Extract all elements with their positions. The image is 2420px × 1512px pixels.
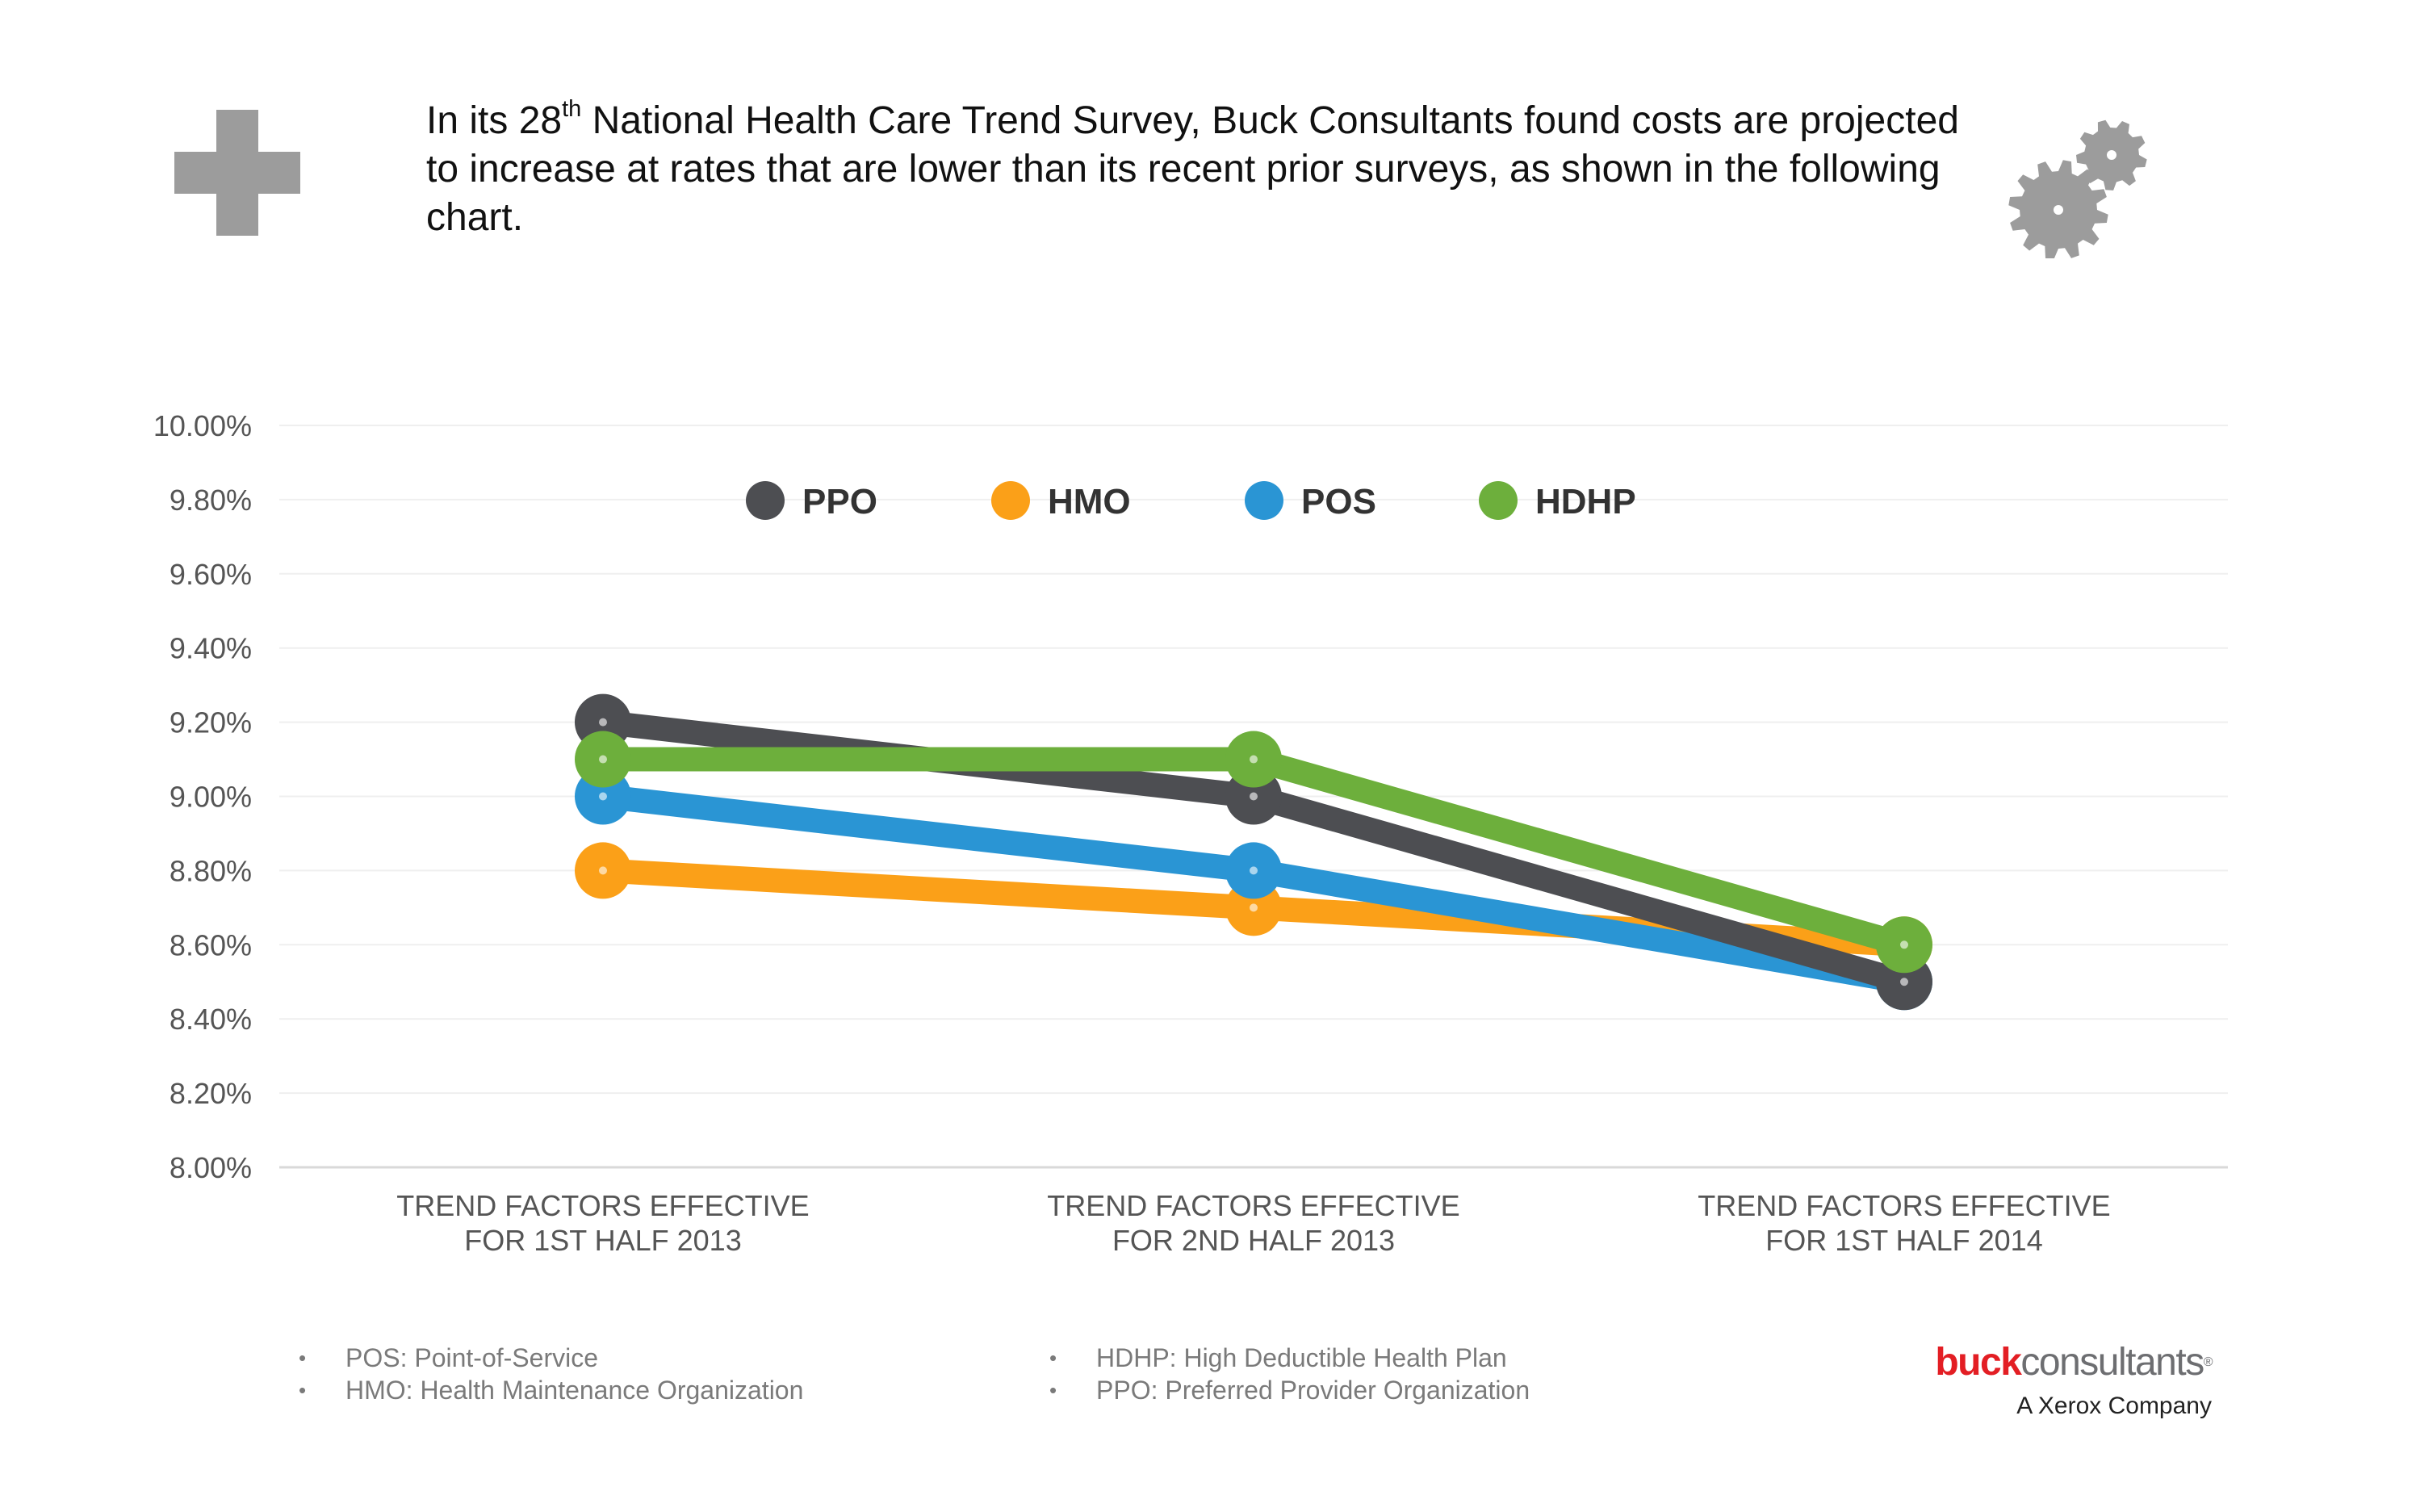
logo-tagline: A Xerox Company	[2016, 1393, 2212, 1419]
logo-trademark: ®	[2203, 1355, 2213, 1369]
intro-prefix: In its 28	[426, 99, 563, 142]
data-point-center	[599, 866, 607, 875]
intro-superscript: th	[562, 96, 582, 122]
logo-wordmark: buckconsultants®	[1921, 1340, 2213, 1385]
data-point-center	[1250, 903, 1258, 912]
y-tick-label: 8.80%	[170, 854, 252, 887]
series-hdhp	[575, 731, 1932, 974]
small-gear-icon	[2076, 119, 2147, 191]
y-tick-label: 8.20%	[170, 1077, 252, 1110]
data-point-center	[1250, 792, 1258, 801]
data-point-center	[1900, 978, 1908, 986]
y-tick-label: 10.00%	[153, 409, 252, 442]
x-tick-label: FOR 1ST HALF 2013	[464, 1224, 741, 1257]
grid-lines	[279, 425, 2228, 1169]
gears-icon	[2008, 119, 2147, 258]
y-tick-label: 9.00%	[170, 781, 252, 814]
note-item: HDHP: High Deductible Health Plan	[1049, 1342, 1530, 1374]
y-axis-ticks: 8.00% 8.20% 8.40% 8.60% 8.80% 9.00% 9.20% 9.40%…	[153, 409, 252, 1184]
intro-rest: National Health Care Trend Survey, Buck …	[426, 99, 1959, 239]
x-tick-label: TREND FACTORS EFFECTIVE	[1047, 1189, 1459, 1222]
data-point-center	[599, 755, 607, 764]
note-item: PPO: Preferred Provider Organization	[1049, 1374, 1530, 1406]
y-tick-label: 8.60%	[170, 928, 252, 961]
y-tick-label: 9.20%	[170, 706, 252, 739]
logo-consultants: consultants	[2020, 1341, 2204, 1384]
data-point-center	[1250, 755, 1258, 764]
legend-label: HDHP	[1535, 482, 1636, 521]
gear-hole	[2054, 205, 2063, 215]
series-lines	[575, 693, 1932, 1011]
y-tick-label: 9.60%	[170, 558, 252, 591]
legend-marker	[746, 481, 785, 520]
abbreviation-notes-right: HDHP: High Deductible Health Plan PPO: P…	[1049, 1342, 1530, 1406]
x-tick-label: TREND FACTORS EFFECTIVE	[396, 1189, 809, 1222]
gear-hole	[2107, 150, 2116, 160]
note-item: HMO: Health Maintenance Organization	[299, 1374, 803, 1406]
note-item: POS: Point-of-Service	[299, 1342, 803, 1374]
legend-marker	[1479, 481, 1518, 520]
y-tick-label: 8.40%	[170, 1003, 252, 1036]
medical-cross-icon	[174, 110, 300, 236]
cross-horizontal-bar	[174, 152, 300, 194]
legend-item-hmo: HMO	[991, 481, 1131, 521]
legend-item-hdhp: HDHP	[1479, 481, 1636, 521]
legend-label: HMO	[1048, 482, 1131, 521]
data-point-center	[1250, 866, 1258, 875]
abbreviation-notes-left: POS: Point-of-Service HMO: Health Mainte…	[299, 1342, 803, 1406]
data-point-center	[599, 718, 607, 727]
x-tick-label: FOR 1ST HALF 2014	[1765, 1224, 2042, 1257]
intro-paragraph: In its 28th National Health Care Trend S…	[426, 97, 1960, 242]
x-tick-label: FOR 2ND HALF 2013	[1112, 1224, 1395, 1257]
legend-marker	[1245, 481, 1283, 520]
data-point-center	[599, 792, 607, 801]
legend-label: PPO	[802, 482, 877, 521]
buck-consultants-logo: buckconsultants® A Xerox Company	[1921, 1340, 2213, 1424]
y-tick-label: 9.40%	[170, 632, 252, 665]
legend-marker	[991, 481, 1030, 520]
data-point-center	[1900, 940, 1908, 949]
legend-item-pos: POS	[1245, 481, 1376, 521]
legend-item-ppo: PPO	[746, 481, 877, 521]
legend-label: POS	[1301, 482, 1376, 521]
y-tick-label: 9.80%	[170, 484, 252, 517]
y-tick-label: 8.00%	[170, 1151, 252, 1184]
logo-buck: buck	[1935, 1341, 2022, 1384]
legend: PPO HMO POS HDHP	[746, 481, 1636, 521]
large-gear-icon	[2008, 160, 2108, 258]
x-tick-label: TREND FACTORS EFFECTIVE	[1698, 1189, 2110, 1222]
